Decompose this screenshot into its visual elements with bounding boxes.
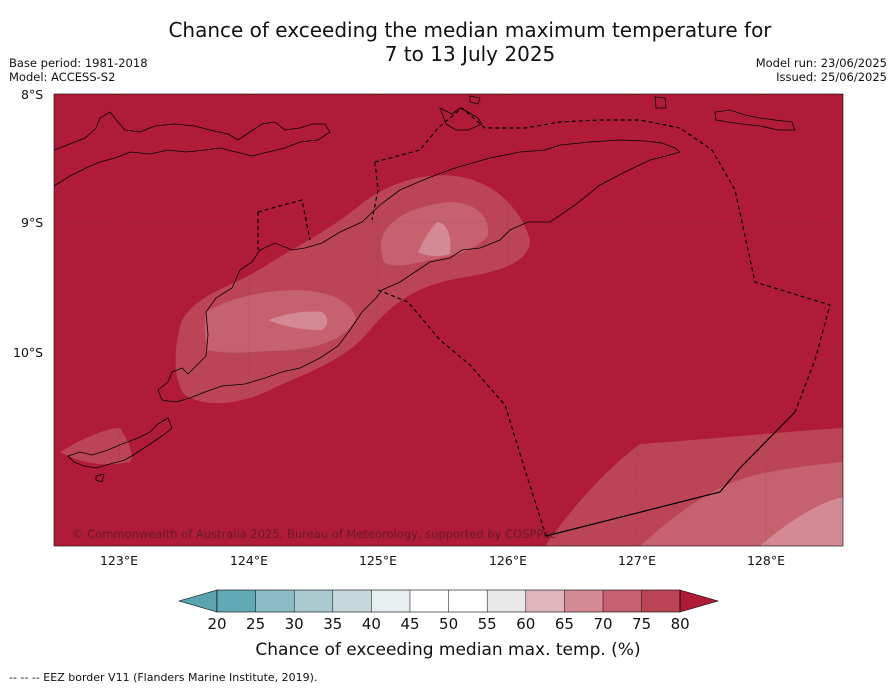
lon-label-126e: 126°E — [488, 553, 527, 568]
copyright-text: © Commonwealth of Australia 2025, Bureau… — [72, 527, 556, 541]
colorbar-tick: 35 — [323, 615, 343, 633]
probability-band-75-80-west — [60, 428, 132, 465]
lat-label-9s: 9°S — [21, 215, 44, 230]
issued-date: Issued: 25/06/2025 — [776, 70, 887, 84]
colorbar-bin-25-30 — [255, 590, 295, 612]
meta-right: Model run: 23/06/2025 Issued: 25/06/2025 — [756, 56, 887, 84]
eez-footnote: -- -- -- EEZ border V11 (Flanders Marine… — [9, 671, 318, 684]
colorbar-tick: 60 — [516, 615, 536, 633]
colorbar-tick: 20 — [207, 615, 227, 633]
colorbar-tick: 70 — [593, 615, 613, 633]
colorbar-bin-70-75 — [603, 590, 642, 612]
colorbar-tick: 55 — [477, 615, 497, 633]
title-line-1: Chance of exceeding the median maximum t… — [168, 18, 772, 42]
colorbar-tick: 30 — [284, 615, 304, 633]
colorbar-tick: 50 — [439, 615, 459, 633]
colorbar-bin-60-65 — [525, 590, 565, 612]
meta-left: Base period: 1981-2018 Model: ACCESS-S2 — [9, 56, 148, 84]
graticule — [54, 94, 843, 546]
colorbar-tick: 75 — [632, 615, 652, 633]
map-plot: © Commonwealth of Australia 2025, Bureau… — [54, 94, 843, 546]
eez-border-solid — [545, 411, 796, 537]
colorbar-tick: 65 — [554, 615, 574, 633]
colorbar-tick: 25 — [246, 615, 266, 633]
probability-band-65-70-southeast — [760, 497, 843, 546]
colorbar-label: Chance of exceeding median max. temp. (%… — [255, 640, 641, 660]
colorbar-bin-20-25 — [217, 590, 256, 612]
map-title: Chance of exceeding the median maximum t… — [0, 18, 896, 66]
base-period: Base period: 1981-2018 — [9, 56, 148, 70]
lat-label-10s: 10°S — [13, 345, 44, 360]
coastlines — [54, 95, 796, 483]
colorbar-bin-55-60 — [487, 590, 526, 612]
colorbar-bin-50-55 — [448, 590, 488, 612]
colorbar-bin-75-80 — [641, 590, 681, 612]
eez-border — [257, 107, 831, 537]
colorbar-tick: 80 — [670, 615, 690, 633]
lat-label-8s: 8°S — [21, 87, 44, 102]
lon-label-125e: 125°E — [358, 553, 397, 568]
colorbar — [177, 589, 720, 613]
colorbar-tick: 40 — [361, 615, 381, 633]
probability-band-65-70-east-timor — [418, 222, 451, 257]
lon-label-123e: 123°E — [99, 553, 138, 568]
colorbar-bin-30-35 — [294, 590, 333, 612]
colorbar-bin-45-50 — [410, 590, 449, 612]
colorbar-tick: 45 — [400, 615, 420, 633]
probability-band-65-70-west-timor — [268, 311, 328, 330]
colorbar-lower-extension — [177, 589, 218, 613]
colorbar-bin-35-40 — [332, 590, 372, 612]
colorbar-bin-40-45 — [371, 590, 410, 612]
colorbar-dividers — [255, 590, 642, 612]
model-run: Model run: 23/06/2025 — [755, 56, 887, 70]
colorbar-upper-extension — [679, 589, 720, 613]
lon-label-128e: 128°E — [746, 553, 785, 568]
lon-label-127e: 127°E — [617, 553, 656, 568]
title-line-2: 7 to 13 July 2025 — [384, 42, 556, 66]
map-frame — [53, 93, 844, 547]
model-name: Model: ACCESS-S2 — [9, 70, 116, 84]
lon-label-124e: 124°E — [229, 553, 268, 568]
colorbar-bin-65-70 — [564, 590, 603, 612]
